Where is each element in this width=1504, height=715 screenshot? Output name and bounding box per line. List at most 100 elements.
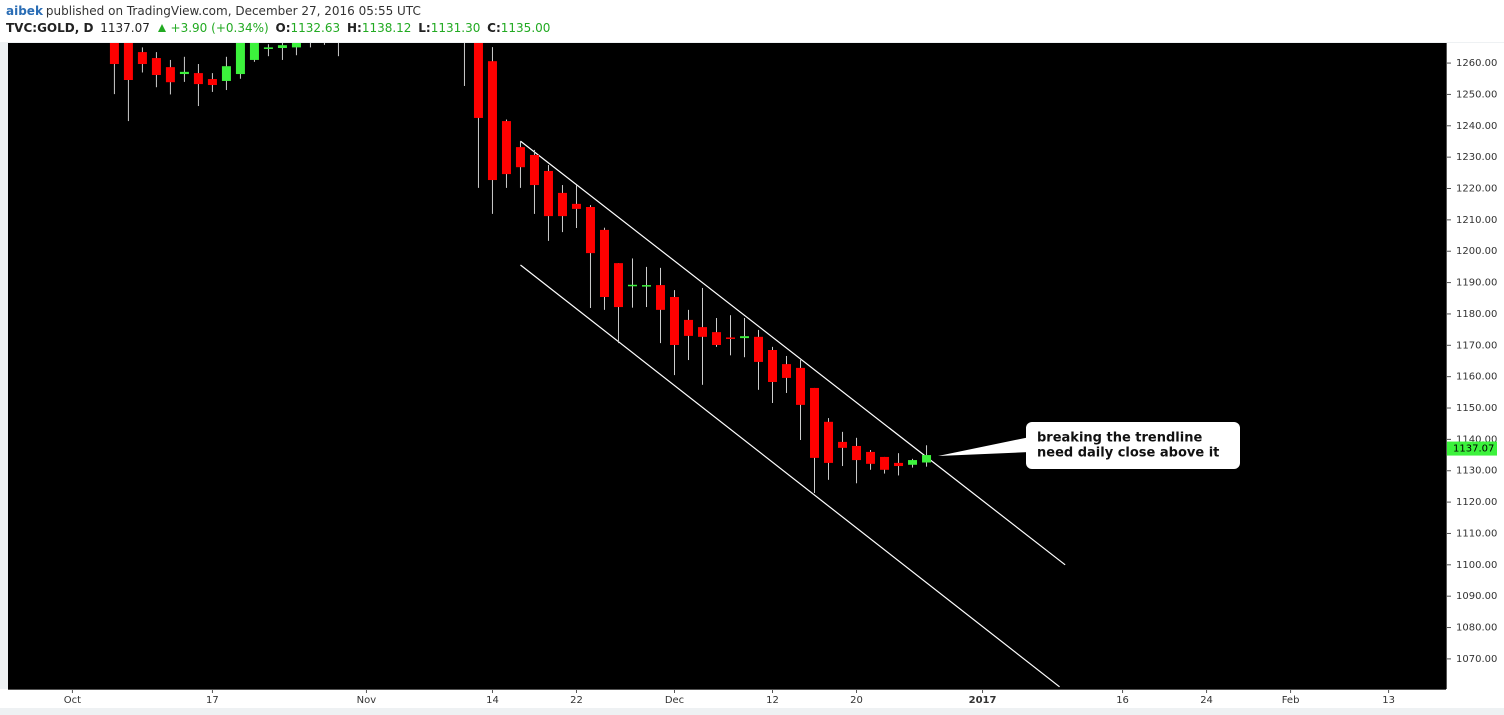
candle-body	[683, 319, 693, 336]
candle-body	[263, 47, 273, 49]
candle-body	[571, 203, 581, 209]
candle-body	[641, 285, 651, 287]
candle-body	[697, 327, 707, 337]
high-label: H:	[346, 21, 362, 35]
quote-line: TVC:GOLD, D 1137.07 +3.90 (+0.34%) O:113…	[6, 21, 553, 35]
candle-body	[782, 364, 792, 378]
x-tick-label: Feb	[1282, 695, 1300, 706]
annotation-text: breaking the trendline	[1037, 431, 1202, 446]
publish-line: aibek published on TradingView.com, Decem…	[6, 4, 424, 18]
y-tick-label: 1100.00	[1456, 560, 1497, 571]
annotation: breaking the trendline need daily close …	[938, 422, 1240, 469]
candle-body	[193, 73, 203, 85]
plot-area	[8, 43, 1446, 689]
y-tick-label: 1120.00	[1456, 497, 1497, 508]
candle-body	[796, 367, 806, 405]
y-tick-label: 1230.00	[1456, 152, 1497, 163]
x-tick-label: 24	[1200, 695, 1213, 706]
candle-body	[320, 25, 329, 31]
x-axis-area	[0, 689, 1504, 708]
symbol: TVC:GOLD, D	[6, 21, 94, 35]
candle-body	[585, 207, 595, 254]
x-tick-label: 17	[206, 695, 219, 706]
candle-body	[529, 154, 539, 186]
candle-body	[207, 79, 217, 86]
y-tick-label: 1130.00	[1456, 466, 1497, 477]
callout-pointer	[938, 437, 1030, 456]
y-tick-label: 1180.00	[1456, 309, 1497, 320]
author[interactable]: aibek	[6, 4, 43, 18]
x-tick-label: Dec	[665, 695, 684, 706]
candle-body	[291, 43, 301, 48]
y-tick-label: 1250.00	[1456, 89, 1497, 100]
x-tick-label: 16	[1116, 695, 1129, 706]
candle-body	[487, 61, 497, 181]
open-label: O:	[275, 21, 291, 35]
candle-body	[768, 350, 778, 382]
candle-body	[726, 337, 736, 339]
y-tick-label: 1210.00	[1456, 215, 1497, 226]
y-tick-label: 1110.00	[1456, 528, 1497, 539]
x-tick-label: 14	[486, 695, 499, 706]
candle-body	[838, 441, 848, 448]
trendline	[520, 140, 1066, 566]
candle-body	[109, 43, 119, 65]
candle-body	[711, 332, 721, 345]
candle-body	[880, 456, 890, 470]
x-tick-label: 22	[570, 695, 583, 706]
trendline	[520, 264, 1060, 688]
candle-body	[824, 421, 834, 463]
candle-body	[866, 451, 876, 464]
candle-body	[655, 285, 665, 310]
candle-body	[515, 147, 525, 168]
last: 1137.07	[100, 21, 150, 35]
plot	[109, 19, 1066, 688]
candle-body	[151, 58, 161, 75]
close: 1135.00	[500, 21, 551, 35]
x-tick-label: 20	[850, 695, 863, 706]
candle-body	[334, 19, 343, 25]
annotation-text: need daily close above it	[1037, 446, 1219, 461]
candle-body	[473, 43, 483, 118]
y-tick-label: 1080.00	[1456, 623, 1497, 634]
change: +3.90 (+0.34%)	[170, 21, 269, 35]
published: published on TradingView.com, December 2…	[45, 4, 421, 18]
y-tick-label: 1140.00	[1456, 434, 1497, 445]
candle-body	[894, 462, 904, 467]
candle-body	[277, 45, 287, 49]
x-tick-label: 12	[766, 695, 779, 706]
candle-body	[908, 460, 918, 465]
candle-body	[922, 455, 932, 463]
low: 1131.30	[430, 21, 481, 35]
candle-body	[235, 43, 245, 75]
candle-body	[501, 121, 511, 175]
callout-box	[1026, 422, 1240, 469]
y-tick-label: 1150.00	[1456, 403, 1497, 414]
close-label: C:	[487, 21, 501, 35]
candle-body	[810, 387, 820, 458]
y-tick-label: 1200.00	[1456, 246, 1497, 257]
candle-body	[123, 43, 133, 81]
candle-body	[669, 297, 679, 345]
y-tick-label: 1240.00	[1456, 121, 1497, 132]
open: 1132.63	[290, 21, 341, 35]
y-tick-label: 1260.00	[1456, 58, 1497, 69]
x-tick-label: Oct	[64, 695, 81, 706]
up-arrow	[157, 24, 166, 32]
candle-body	[306, 32, 315, 38]
candle-body	[543, 170, 553, 217]
candle-body	[599, 229, 609, 298]
x-tick-label: 13	[1382, 695, 1395, 706]
y-tick-label: 1220.00	[1456, 184, 1497, 195]
y-axis-area	[1447, 43, 1504, 689]
x-tick-label: Nov	[357, 695, 377, 706]
candle-body	[740, 336, 750, 339]
candle-body	[165, 67, 175, 83]
y-tick-label: 1090.00	[1456, 591, 1497, 602]
candle-body	[179, 71, 189, 75]
high: 1138.12	[361, 21, 412, 35]
y-tick-label: 1070.00	[1456, 654, 1497, 665]
candle-body	[627, 284, 637, 287]
